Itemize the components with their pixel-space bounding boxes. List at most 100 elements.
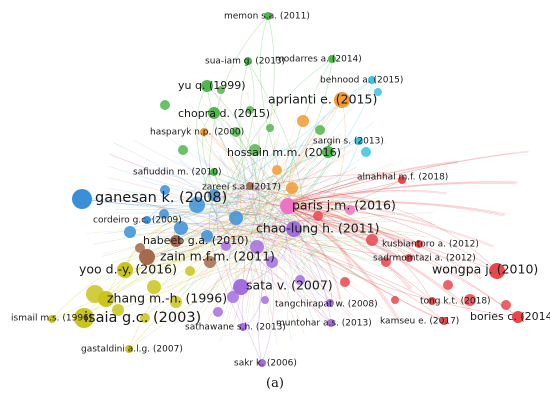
- citation-link: [105, 227, 266, 300]
- citation-link: [211, 143, 296, 206]
- background-node: [315, 125, 325, 135]
- background-node: [246, 106, 254, 114]
- citation-link: [186, 124, 276, 188]
- citation-link: [200, 95, 255, 348]
- citation-link: [124, 210, 224, 271]
- citation-link: [247, 91, 357, 222]
- citation-link: [281, 204, 471, 311]
- author-node[interactable]: [208, 107, 220, 119]
- citation-link: [222, 172, 340, 208]
- citation-link: [229, 79, 373, 195]
- author-node[interactable]: [170, 235, 182, 247]
- author-label: hasparyk n.p. (2000): [150, 128, 244, 138]
- author-node[interactable]: [398, 176, 406, 184]
- citation-link: [229, 190, 301, 244]
- citation-link: [259, 222, 519, 318]
- citation-link: [212, 58, 333, 232]
- author-node[interactable]: [125, 345, 133, 353]
- author-node[interactable]: [98, 291, 114, 307]
- author-node[interactable]: [48, 315, 56, 323]
- citation-link: [51, 199, 274, 320]
- author-label: memon s.a. (2011): [224, 12, 310, 22]
- author-node[interactable]: [264, 12, 272, 20]
- citation-link: [188, 102, 277, 170]
- background-node: [249, 144, 261, 156]
- author-label: gastaldini a.l.g. (2007): [81, 345, 183, 355]
- citation-link: [251, 190, 331, 304]
- citation-link: [246, 172, 275, 323]
- citation-link: [213, 219, 331, 304]
- author-node[interactable]: [489, 263, 505, 279]
- citation-link: [120, 218, 354, 318]
- author-node[interactable]: [139, 249, 155, 265]
- author-node[interactable]: [286, 221, 302, 237]
- author-node[interactable]: [327, 319, 335, 327]
- citation-link: [189, 157, 253, 326]
- author-node[interactable]: [355, 137, 363, 145]
- author-node[interactable]: [328, 55, 336, 63]
- author-node[interactable]: [326, 299, 334, 307]
- citation-link: [306, 182, 394, 253]
- background-node: [170, 296, 182, 308]
- author-label: muntohar a.s. (2013): [276, 319, 372, 329]
- author-node[interactable]: [239, 323, 247, 331]
- citation-link: [203, 175, 269, 257]
- citation-link: [226, 140, 305, 260]
- author-node[interactable]: [72, 189, 92, 209]
- author-node[interactable]: [200, 128, 208, 136]
- citation-link: [223, 144, 285, 249]
- citation-link: [105, 198, 304, 300]
- author-label: sua-iam g. (2013): [205, 57, 285, 67]
- citation-link: [281, 182, 518, 206]
- author-node[interactable]: [143, 216, 151, 224]
- citation-link: [112, 186, 239, 214]
- citation-link: [325, 197, 399, 209]
- background-node: [297, 115, 309, 127]
- citation-link: [221, 191, 519, 318]
- background-node: [178, 145, 188, 155]
- citation-link: [146, 195, 263, 221]
- author-label: cordeiro g.c. (2009): [93, 216, 182, 226]
- citation-link: [281, 204, 425, 257]
- citation-link: [281, 151, 529, 206]
- author-node[interactable]: [210, 168, 218, 176]
- author-node[interactable]: [440, 317, 448, 325]
- citation-link: [238, 171, 354, 203]
- citation-link: [281, 204, 494, 248]
- author-node[interactable]: [201, 80, 213, 92]
- author-label: chopra d. (2015): [178, 107, 270, 120]
- citation-link: [134, 139, 305, 187]
- author-node[interactable]: [74, 308, 94, 328]
- background-node: [366, 234, 378, 246]
- citation-link: [281, 204, 423, 259]
- citation-link: [284, 168, 326, 260]
- author-node[interactable]: [405, 254, 413, 262]
- figure-caption: (a): [266, 376, 284, 391]
- author-node[interactable]: [322, 146, 334, 158]
- background-node: [272, 165, 282, 175]
- background-node: [261, 296, 269, 304]
- author-node[interactable]: [415, 240, 423, 248]
- author-node[interactable]: [246, 182, 254, 190]
- citation-link: [111, 198, 384, 310]
- author-node[interactable]: [258, 359, 266, 367]
- citation-link: [157, 207, 278, 346]
- author-node[interactable]: [512, 311, 524, 323]
- citation-link: [125, 156, 230, 228]
- author-node[interactable]: [368, 76, 376, 84]
- citation-link: [281, 204, 424, 258]
- author-node[interactable]: [117, 262, 133, 278]
- citation-link: [261, 214, 353, 283]
- citation-link: [310, 251, 370, 296]
- author-node[interactable]: [334, 92, 350, 108]
- citation-link: [318, 184, 389, 221]
- citation-link: [281, 204, 470, 312]
- author-node[interactable]: [233, 279, 249, 295]
- citation-link: [263, 208, 445, 322]
- citation-link: [268, 177, 293, 260]
- citation-link: [109, 154, 322, 190]
- author-node[interactable]: [428, 297, 436, 305]
- citation-link: [239, 60, 265, 240]
- author-node[interactable]: [280, 198, 296, 214]
- author-node[interactable]: [244, 57, 252, 65]
